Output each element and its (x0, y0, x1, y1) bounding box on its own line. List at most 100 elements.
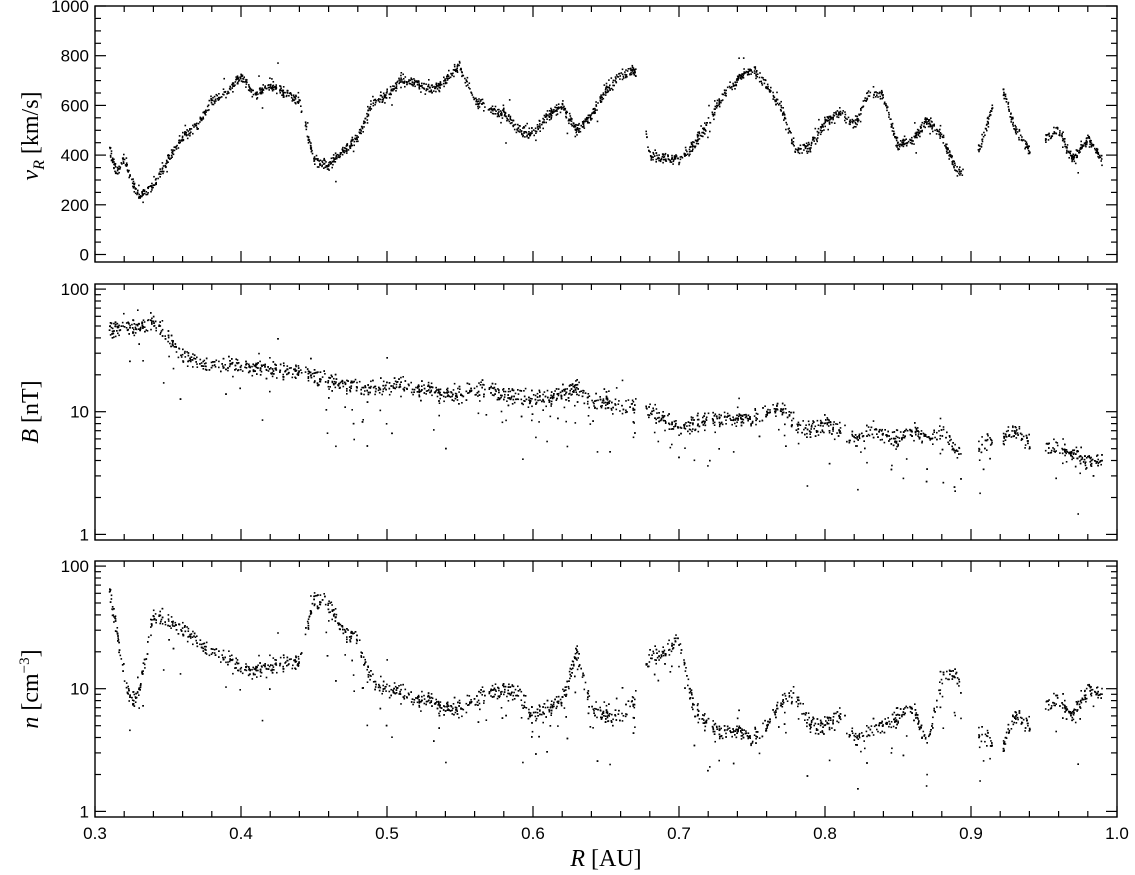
data-point (621, 412, 624, 415)
data-point (410, 77, 412, 79)
data-point (828, 123, 831, 125)
data-point (326, 166, 328, 168)
data-point (1072, 156, 1074, 158)
data-point (294, 368, 296, 370)
data-point (741, 418, 743, 420)
data-point (1101, 459, 1103, 462)
data-point (334, 386, 337, 389)
data-point (832, 114, 835, 116)
data-point (260, 91, 263, 93)
data-point (173, 346, 176, 348)
data-point (393, 383, 395, 385)
data-point (199, 358, 202, 361)
data-point (475, 97, 477, 100)
data-point (1064, 145, 1066, 148)
data-point (810, 144, 812, 147)
data-point (186, 129, 188, 131)
data-point (1096, 454, 1099, 456)
data-point (1096, 455, 1098, 457)
data-point (563, 107, 566, 110)
data-point (688, 154, 690, 157)
data-point (378, 387, 381, 390)
data-point (128, 176, 130, 179)
data-point (539, 395, 541, 398)
data-point (271, 89, 274, 92)
data-point (476, 103, 479, 105)
data-point (753, 70, 756, 72)
data-point (921, 129, 923, 132)
data-point (950, 438, 952, 441)
data-point (697, 424, 699, 426)
data-point (464, 77, 466, 80)
data-point (138, 343, 140, 345)
data-point (111, 157, 114, 160)
data-point (750, 73, 752, 75)
data-point (1004, 439, 1007, 441)
data-point (444, 78, 446, 80)
data-point (529, 397, 532, 400)
data-point (694, 428, 697, 431)
data-point (1059, 130, 1061, 132)
data-point (344, 150, 346, 152)
data-point (612, 406, 614, 409)
data-point (1022, 139, 1025, 141)
data-point (691, 144, 694, 146)
data-point (162, 165, 165, 167)
data-point (647, 414, 649, 416)
data-point (989, 457, 991, 460)
data-point (797, 151, 800, 154)
data-point (229, 362, 231, 365)
data-point (314, 163, 316, 165)
data-point (255, 366, 258, 369)
data-point (702, 127, 704, 130)
data-point (1017, 434, 1019, 436)
data-point (569, 118, 571, 121)
data-point (535, 403, 537, 405)
data-point (578, 381, 580, 384)
data-point (502, 389, 504, 391)
data-point (987, 126, 990, 128)
data-point (1027, 149, 1030, 152)
data-point (470, 387, 472, 390)
data-point (683, 427, 686, 429)
data-point (520, 415, 523, 418)
data-point (952, 163, 954, 166)
data-point (1090, 465, 1093, 467)
data-point (867, 95, 870, 97)
data-point (399, 383, 401, 386)
data-point (858, 114, 861, 116)
data-point (493, 386, 496, 389)
data-point (845, 121, 847, 124)
data-point (832, 430, 834, 432)
data-point (523, 390, 525, 392)
data-point (561, 102, 564, 105)
data-point (182, 139, 185, 142)
data-point (707, 465, 709, 467)
data-point (513, 124, 515, 126)
data-point (314, 380, 316, 382)
data-point (193, 354, 196, 356)
data-point (861, 106, 863, 109)
data-point (262, 89, 265, 91)
data-point (635, 68, 637, 70)
data-point (1027, 147, 1029, 150)
data-point (488, 108, 491, 110)
data-point (375, 100, 377, 102)
data-point (886, 109, 888, 112)
data-point (311, 152, 314, 155)
data-point (808, 147, 811, 149)
data-point (546, 110, 549, 112)
data-point (578, 129, 580, 132)
data-point (866, 435, 868, 437)
data-point (112, 332, 115, 335)
data-point (897, 148, 899, 151)
data-point (529, 401, 531, 404)
data-point (311, 372, 314, 375)
data-point (275, 88, 277, 90)
data-point (341, 380, 344, 383)
data-point (170, 154, 173, 157)
data-point (568, 122, 570, 125)
data-point (792, 411, 795, 414)
data-point (132, 331, 134, 333)
data-point (259, 369, 262, 372)
